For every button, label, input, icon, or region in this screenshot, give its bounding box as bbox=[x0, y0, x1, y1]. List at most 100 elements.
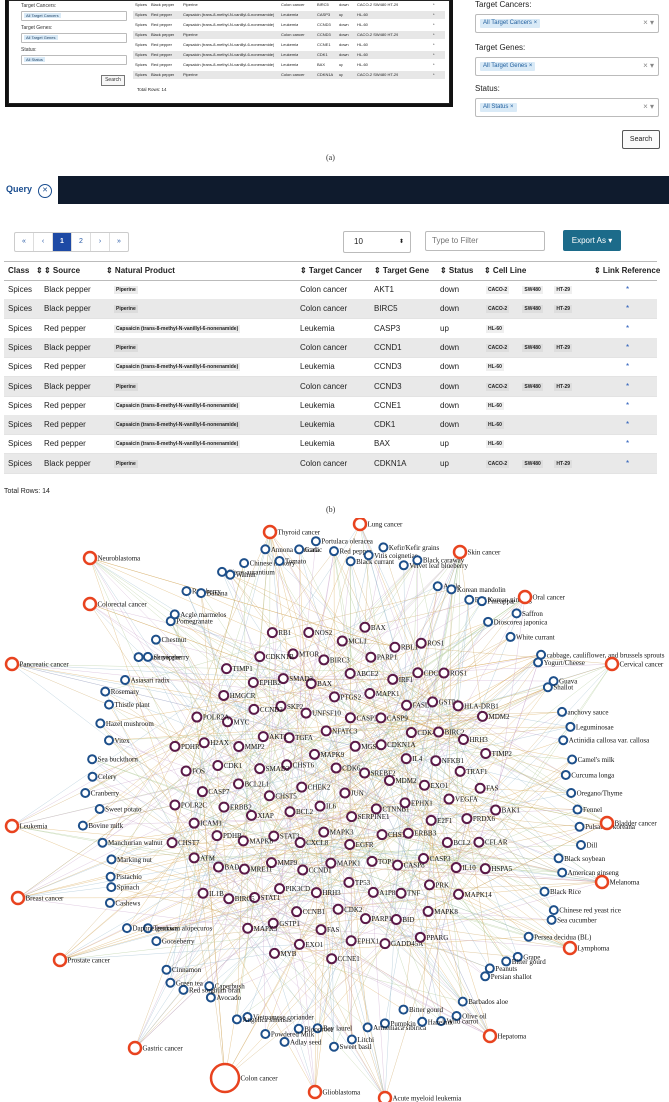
source-node[interactable]: Hazelnut bbox=[417, 1016, 453, 1027]
gene-node[interactable]: BAX bbox=[359, 621, 386, 633]
gene-node[interactable]: TOP1 bbox=[366, 855, 396, 867]
link-reference[interactable]: * bbox=[626, 285, 630, 294]
gene-node[interactable]: SMAD2 bbox=[254, 763, 290, 775]
source-node[interactable]: Bloodroot bbox=[293, 1023, 333, 1034]
source-node[interactable]: Powdered Milk bbox=[260, 1028, 315, 1039]
gene-node[interactable]: POLR2A bbox=[191, 711, 229, 723]
gene-node[interactable]: CCND1 bbox=[297, 864, 332, 876]
source-node[interactable]: Bovine milk bbox=[77, 820, 124, 831]
gene-node[interactable]: PPARG bbox=[414, 931, 448, 943]
gene-node[interactable]: HSPA5 bbox=[479, 863, 513, 875]
source-node[interactable]: Vitis coignetiae bbox=[363, 550, 418, 561]
source-node[interactable]: Gooseberry bbox=[151, 936, 195, 947]
gene-node[interactable]: SKP2 bbox=[275, 700, 304, 712]
link-reference[interactable]: * bbox=[626, 323, 630, 333]
source-node[interactable]: Dioscorea japonica bbox=[483, 616, 548, 627]
gene-node[interactable]: BID bbox=[390, 914, 415, 926]
gene-node[interactable]: MAPK9 bbox=[308, 748, 345, 760]
link-reference[interactable]: * bbox=[626, 400, 630, 410]
gene-node[interactable]: PARP1 bbox=[365, 651, 398, 663]
gene-node[interactable]: IL6 bbox=[314, 800, 337, 812]
gene-node[interactable]: TIMP2 bbox=[480, 747, 512, 759]
source-node[interactable]: Vitex bbox=[104, 735, 130, 746]
cancer-node[interactable]: Colon cancer bbox=[209, 1062, 278, 1094]
source-node[interactable]: Leguminosae bbox=[565, 721, 614, 732]
gene-node[interactable]: BAK1 bbox=[490, 804, 520, 816]
gene-node[interactable]: CHST5 bbox=[263, 790, 297, 802]
source-node[interactable]: Garlic bbox=[294, 544, 322, 555]
source-node[interactable]: Pumpkin bbox=[379, 1018, 416, 1029]
column-header[interactable]: ⇕ Target Cancer bbox=[300, 266, 363, 275]
close-icon[interactable]: ✕ bbox=[38, 184, 52, 198]
cancer-node[interactable]: Hepatoma bbox=[482, 1028, 527, 1044]
tab-query[interactable]: Query ✕ bbox=[0, 176, 58, 204]
gene-node[interactable]: ERBB2 bbox=[218, 801, 252, 813]
link-reference[interactable]: * bbox=[626, 381, 630, 391]
source-node[interactable]: Banana bbox=[196, 588, 228, 599]
mini-link[interactable]: * bbox=[433, 2, 435, 7]
gene-node[interactable]: FASLG bbox=[401, 699, 434, 711]
source-node[interactable]: Tomato bbox=[274, 555, 307, 566]
gene-node[interactable]: TNF bbox=[395, 887, 421, 899]
gene-node[interactable]: CASP3 bbox=[418, 852, 451, 864]
source-node[interactable]: Green tea bbox=[165, 977, 204, 988]
gene-node[interactable]: GSTP1 bbox=[427, 696, 460, 708]
target-cancers-select[interactable]: All Target Cancers × × ▾ bbox=[475, 14, 659, 33]
gene-node[interactable]: PDHB bbox=[211, 830, 243, 842]
last-page-button[interactable]: » bbox=[117, 238, 121, 245]
source-node[interactable]: Peanuts bbox=[484, 963, 518, 974]
source-node[interactable]: Barbados aloe bbox=[457, 996, 508, 1007]
gene-node[interactable]: CCND3 bbox=[248, 703, 283, 715]
source-node[interactable]: Yogurt/Cheese bbox=[533, 657, 585, 668]
cancer-node[interactable]: Pancreatic cancer bbox=[4, 656, 69, 672]
gene-node[interactable]: MMP2 bbox=[233, 741, 265, 753]
source-node[interactable]: Sweet potato bbox=[94, 804, 142, 815]
gene-node[interactable]: BIRC5 bbox=[223, 893, 255, 905]
source-node[interactable]: Pistachio bbox=[105, 871, 143, 882]
gene-node[interactable]: PRDX6 bbox=[461, 813, 496, 825]
source-node[interactable]: Litchi bbox=[346, 1034, 374, 1045]
gene-node[interactable]: PTGS2 bbox=[328, 691, 362, 703]
export-button[interactable]: Export As ▾ bbox=[563, 230, 621, 251]
column-header[interactable]: Class bbox=[8, 266, 30, 275]
gene-node[interactable]: ROS1 bbox=[415, 637, 445, 649]
gene-node[interactable]: EXO1 bbox=[418, 779, 449, 791]
source-node[interactable]: Velvet leaf blueberry bbox=[398, 560, 469, 571]
gene-node[interactable]: BIRC3 bbox=[318, 654, 350, 666]
source-node[interactable]: Black soybean bbox=[553, 853, 606, 864]
gene-node[interactable]: ICAM1 bbox=[188, 817, 223, 829]
link-reference[interactable]: * bbox=[626, 362, 630, 372]
column-header[interactable]: ⇕ Target Gene bbox=[374, 266, 430, 275]
gene-node[interactable]: FAS bbox=[315, 924, 340, 936]
mini-link[interactable]: * bbox=[433, 52, 435, 57]
source-node[interactable]: Acgle marmelos bbox=[169, 609, 227, 620]
cancer-node[interactable]: Glioblastoma bbox=[307, 1084, 361, 1100]
gene-node[interactable]: POLR2C bbox=[169, 799, 207, 811]
cancer-node[interactable]: Breast cancer bbox=[10, 890, 64, 906]
source-node[interactable]: Teucrium alopecuros bbox=[142, 923, 213, 934]
gene-node[interactable]: E2F1 bbox=[425, 814, 453, 826]
cancer-node[interactable]: Acute myeloid leukemia bbox=[377, 1090, 462, 1102]
source-node[interactable]: Vietnamese coriander bbox=[242, 1011, 314, 1022]
gene-node[interactable]: CHEK2 bbox=[296, 781, 331, 793]
source-node[interactable]: American ginseng bbox=[557, 867, 619, 878]
search-button[interactable]: Search bbox=[622, 130, 660, 149]
gene-node[interactable]: CASP8 bbox=[392, 859, 425, 871]
source-node[interactable]: Adlay seed bbox=[279, 1036, 322, 1047]
cancer-node[interactable]: Leukemia bbox=[4, 818, 48, 834]
source-node[interactable]: Red sorghum bran bbox=[178, 984, 241, 995]
source-node[interactable]: Manchurian walnut bbox=[97, 837, 163, 848]
cancer-node[interactable]: Colorectal cancer bbox=[82, 596, 147, 612]
mini-select-genes[interactable]: All Target Genes bbox=[21, 33, 127, 43]
gene-node[interactable]: CXCL8 bbox=[294, 837, 329, 849]
cancer-node[interactable]: Skin cancer bbox=[452, 544, 501, 560]
gene-node[interactable]: TRAF1 bbox=[454, 765, 488, 777]
source-node[interactable]: Saffron bbox=[511, 608, 544, 619]
gene-node[interactable]: ERBB3 bbox=[402, 827, 437, 839]
source-node[interactable]: Persian shallot bbox=[480, 971, 532, 982]
source-node[interactable]: Hazel mushroom bbox=[95, 718, 154, 729]
cancer-node[interactable]: Prostate cancer bbox=[52, 952, 111, 968]
gene-node[interactable]: BIRC2 bbox=[433, 726, 465, 738]
source-node[interactable]: Cinnamon bbox=[161, 964, 202, 975]
target-genes-chip[interactable]: All Target Genes × bbox=[480, 62, 536, 71]
